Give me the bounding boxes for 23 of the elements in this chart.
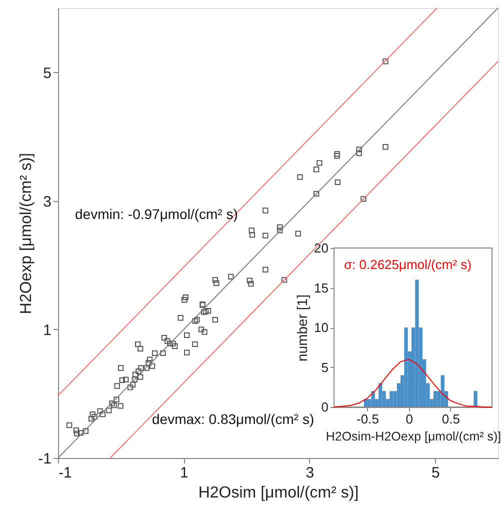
y-tick-label: 5 — [43, 64, 52, 82]
y-tick-label: 1 — [43, 322, 52, 339]
x-tick-label: -0.5 — [356, 412, 379, 426]
annotation: devmax: 0.83μmol/(cm² s) — [152, 411, 314, 427]
y-tick-label: 3 — [43, 193, 52, 210]
y-tick-label: -1 — [38, 450, 52, 468]
annotation: σ: 0.2625μmol/(cm² s) — [344, 257, 472, 272]
x-tick-label: -1 — [58, 464, 72, 482]
x-axis-title: H2Osim-H2Oexp [μmol/(cm² s)] — [326, 430, 502, 444]
x-tick-label: 0.5 — [442, 412, 460, 426]
y-tick-label: 5 — [321, 360, 328, 375]
y-axis-title: number [1] — [294, 294, 310, 362]
y-tick-label: 20 — [314, 240, 328, 256]
x-tick-label: 1 — [180, 464, 188, 482]
y-tick-label: 15 — [314, 280, 328, 296]
x-axis-title: H2Osim [μmol/(cm² s)] — [198, 484, 359, 502]
y-tick-label: 0 — [321, 400, 328, 414]
x-tick-label: 5 — [431, 464, 440, 482]
annotation: devmin: -0.97μmol/(cm² s) — [75, 206, 238, 222]
y-tick-label: 10 — [314, 320, 328, 335]
line-series — [334, 358, 492, 408]
x-tick-label: 0 — [406, 412, 413, 426]
y-axis-title: H2Oexp [μmol/(cm² s)] — [18, 152, 36, 314]
